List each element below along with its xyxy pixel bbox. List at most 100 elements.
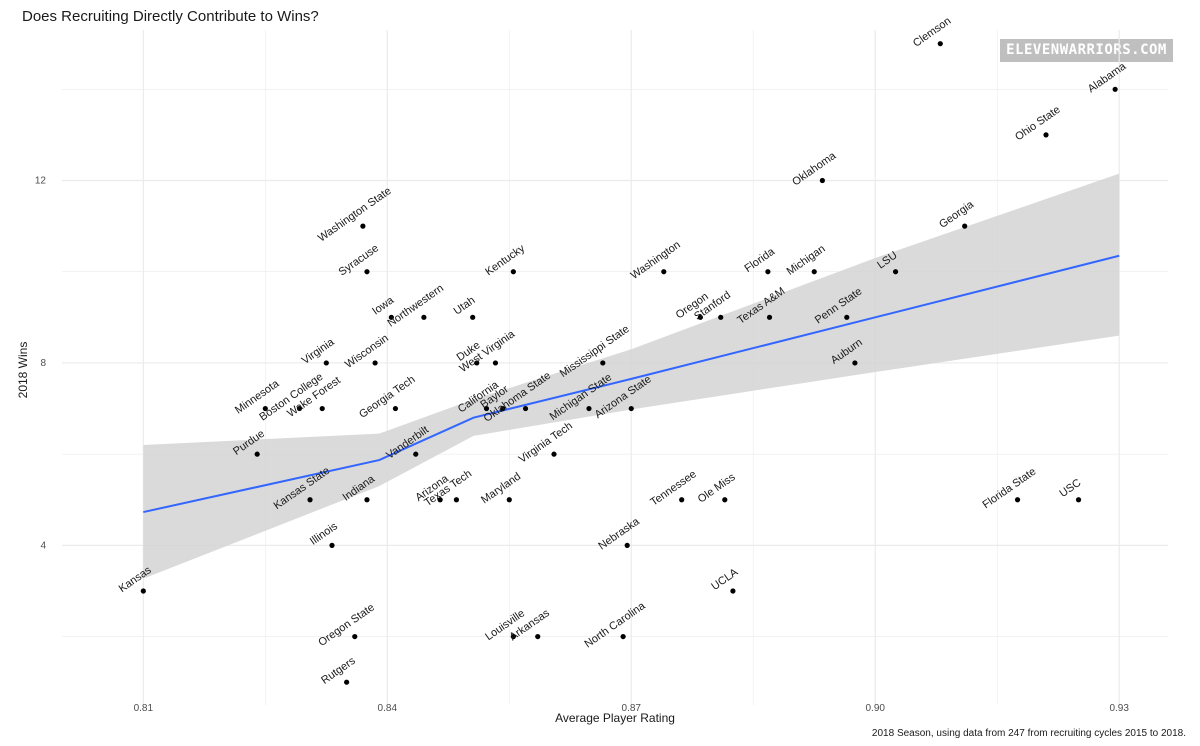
data-point (352, 633, 358, 640)
data-point (535, 633, 541, 640)
data-point (262, 405, 268, 412)
point-label: Oregon State (316, 602, 376, 649)
point-label: UCLA (709, 566, 740, 593)
data-point (844, 314, 850, 320)
data-point (730, 588, 736, 594)
data-point (600, 360, 606, 366)
point-label: Utah (452, 294, 478, 317)
y-tick-label: 8 (40, 358, 46, 369)
point-label: Illinois (308, 520, 340, 548)
point-label: Clemson (911, 15, 953, 50)
watermark-logo: ELEVENWARRIORS.COM (1000, 39, 1173, 62)
point-label: Ohio State (1013, 104, 1062, 144)
point-label: Kentucky (483, 242, 527, 278)
data-point (937, 41, 943, 47)
data-point (307, 497, 313, 503)
point-label: Florida (743, 245, 778, 275)
x-tick-label: 0.90 (866, 703, 886, 714)
data-point (892, 269, 899, 275)
data-point (620, 633, 626, 640)
y-tick-label: 4 (40, 540, 46, 551)
point-label: Washington (629, 239, 683, 282)
data-point (437, 497, 443, 503)
y-axis-title: 2018 Wins (16, 342, 30, 399)
data-point (453, 497, 460, 503)
data-point (323, 360, 329, 366)
data-point (586, 405, 592, 412)
data-point (962, 223, 968, 229)
point-label: Oklahoma (790, 149, 839, 188)
point-label: Northwestern (385, 282, 445, 329)
confidence-band (143, 173, 1120, 579)
x-axis-title: Average Player Rating (555, 711, 675, 725)
data-point (765, 269, 771, 275)
data-point (697, 314, 703, 320)
data-point (474, 360, 480, 366)
point-label: North Carolina (582, 599, 648, 650)
point-label: Washington State (316, 185, 394, 244)
confidence-band-layer (143, 173, 1120, 579)
point-label: Maryland (479, 470, 523, 506)
data-point (1043, 132, 1049, 138)
data-point (364, 269, 370, 275)
data-point (718, 314, 724, 320)
x-tick-label: 0.93 (1109, 703, 1129, 714)
data-point (811, 269, 817, 275)
data-point (1075, 497, 1082, 503)
data-point (140, 588, 146, 594)
data-point (628, 405, 634, 412)
data-point (372, 360, 378, 366)
point-label: Rutgers (319, 655, 358, 687)
data-point (766, 314, 773, 320)
x-tick-label: 0.87 (622, 703, 642, 714)
point-label: Wisconsin (343, 332, 391, 371)
data-point (388, 314, 394, 320)
point-label: Tennessee (648, 468, 698, 508)
y-tick-label: 12 (35, 176, 47, 187)
point-label: USC (1057, 477, 1083, 500)
point-label: Florida State (980, 466, 1038, 512)
axis-layer: Average Player Rating 2018 Wins 0.81 0.84… (16, 176, 1129, 725)
data-point (506, 497, 512, 503)
chart-title: Does Recruiting Directly Contribute to W… (22, 8, 319, 25)
points-layer (140, 41, 1118, 685)
data-point (483, 405, 490, 412)
regression-line (143, 254, 1120, 514)
data-point (492, 360, 499, 366)
data-point (661, 269, 667, 275)
data-point (319, 405, 325, 412)
data-point (624, 542, 630, 548)
data-point (500, 405, 506, 412)
data-point (819, 177, 825, 184)
caption: 2018 Season, using data from 247 from re… (871, 728, 1186, 739)
point-label: Alabama (1086, 60, 1129, 95)
data-point (344, 679, 350, 685)
data-point (392, 405, 399, 412)
data-point (364, 497, 370, 503)
data-point (1014, 497, 1021, 503)
x-tick-label: 0.81 (134, 703, 154, 714)
data-point (510, 269, 516, 275)
data-point (329, 542, 335, 548)
data-point (470, 314, 476, 320)
data-point (510, 633, 516, 640)
data-point (852, 360, 858, 366)
point-label: Michigan (785, 243, 828, 278)
data-point (551, 451, 557, 457)
point-label: Syracuse (337, 242, 381, 278)
data-point (679, 497, 685, 503)
point-label: Ole Miss (696, 471, 738, 506)
data-point (360, 223, 366, 229)
data-point (421, 314, 427, 320)
data-point (254, 451, 260, 457)
data-point (522, 405, 529, 412)
data-point (296, 405, 303, 412)
data-point (722, 497, 728, 503)
data-point (1112, 86, 1118, 92)
point-label: Kansas (117, 564, 154, 595)
x-tick-label: 0.84 (378, 703, 398, 714)
data-point (413, 451, 419, 457)
point-label: Virginia (300, 336, 337, 367)
point-label: Nebraska (596, 515, 642, 552)
